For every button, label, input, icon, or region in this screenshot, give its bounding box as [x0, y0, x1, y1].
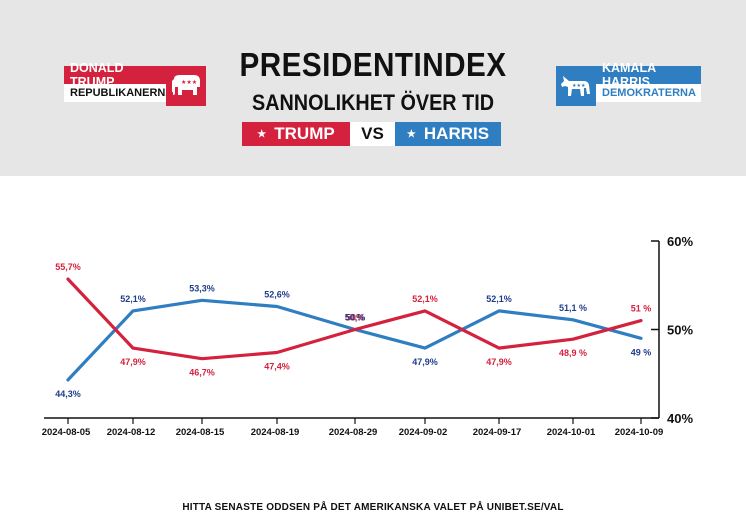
trump-data-label: 50% [346, 313, 364, 323]
svg-text:★★★: ★★★ [572, 83, 586, 89]
trump-data-label: 52,1% [412, 294, 438, 304]
harris-data-label: 52,1% [120, 294, 146, 304]
footer-note: HITTA SENASTE ODDSEN PÅ DET AMERIKANSKA … [182, 502, 564, 513]
harris-name: KAMALA HARRIS [596, 61, 701, 89]
y-tick-label: 50% [667, 323, 693, 338]
trump-badge: ★ TRUMP [242, 122, 350, 146]
y-tick-label: 40% [667, 411, 693, 426]
vs-label: VS [350, 122, 395, 146]
trump-name: DONALD TRUMP [64, 61, 166, 89]
x-tick-label: 2024-08-29 [329, 427, 378, 438]
harris-data-label: 52,1% [486, 294, 512, 304]
x-tick-label: 2024-08-12 [107, 427, 156, 438]
harris-data-label: 53,3% [189, 283, 215, 293]
star-icon: ★ [257, 128, 267, 140]
harris-badge-label: HARRIS [423, 124, 490, 143]
trump-data-label: 47,9% [486, 357, 512, 367]
x-tick-label: 2024-10-01 [547, 427, 596, 438]
trump-data-label: 55,7% [55, 262, 81, 272]
harris-data-label: 51,1 % [559, 303, 587, 313]
page-subtitle: SANNOLIKHET ÖVER TID [251, 90, 495, 115]
trump-data-label: 48,9 % [559, 348, 587, 358]
x-tick-label: 2024-09-02 [399, 427, 448, 438]
x-tick-label: 2024-08-19 [251, 427, 300, 438]
harris-data-label: 52,6% [264, 290, 290, 300]
donkey-icon: ★★★ [556, 66, 596, 106]
svg-text:★★★: ★★★ [181, 79, 197, 86]
y-tick-label: 60% [667, 234, 693, 249]
trump-candidate-card: DONALD TRUMP REPUBLIKANERNA [64, 61, 173, 102]
trump-data-label: 46,7% [189, 368, 215, 378]
trump-badge-label: TRUMP [274, 124, 335, 143]
trump-data-label: 47,4% [264, 362, 290, 372]
harris-data-label: 50,% [345, 313, 366, 323]
harris-data-label: 49 % [631, 347, 652, 357]
harris-candidate-card: KAMALA HARRIS DEMOKRATERNA [596, 61, 701, 102]
trump-data-label: 47,9% [120, 357, 146, 367]
star-icon: ★ [406, 128, 416, 140]
probability-line-chart: 60% 50% 40% 2024-08-05 2024-08-12 2024-08-15 2… [42, 234, 694, 438]
page-title: PRESIDENTINDEX [239, 46, 507, 83]
elephant-icon: ★★★ [166, 66, 206, 106]
x-tick-label: 2024-09-17 [473, 427, 522, 438]
header-banner: PRESIDENTINDEX SANNOLIKHET ÖVER TID ★ TR… [0, 0, 746, 176]
trump-series-line [66, 277, 643, 361]
harris-data-label: 44,3% [55, 389, 81, 399]
harris-data-label: 47,9% [412, 357, 438, 367]
x-tick-label: 2024-08-15 [176, 427, 225, 438]
trump-party: REPUBLIKANERNA [64, 84, 173, 102]
harris-badge: ★ HARRIS [395, 122, 501, 146]
trump-data-label: 51 % [631, 304, 652, 314]
x-tick-label: 2024-10-09 [615, 427, 664, 438]
harris-party: DEMOKRATERNA [596, 84, 701, 102]
x-tick-label: 2024-08-05 [42, 427, 91, 438]
